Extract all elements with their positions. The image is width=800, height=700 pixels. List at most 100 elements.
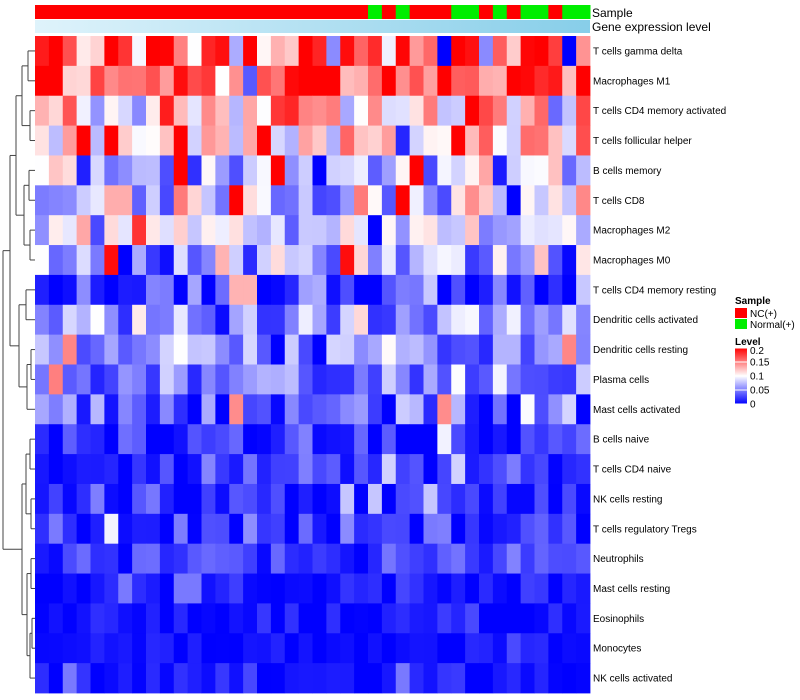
heatmap-cell bbox=[229, 65, 244, 97]
heatmap-cell bbox=[229, 424, 244, 455]
heatmap-cell bbox=[368, 155, 383, 186]
heatmap-cell bbox=[90, 483, 105, 515]
heatmap-cell bbox=[326, 603, 341, 634]
heatmap-cell bbox=[159, 125, 175, 156]
heatmap-cell bbox=[562, 573, 577, 604]
heatmap-cell bbox=[270, 633, 286, 664]
heatmap-cell bbox=[548, 334, 563, 365]
heatmap-cell bbox=[381, 603, 397, 634]
heatmap-cell bbox=[534, 543, 549, 574]
heatmap-cell bbox=[62, 364, 78, 395]
heatmap-cell bbox=[354, 513, 369, 545]
heatmap-cell bbox=[90, 185, 105, 216]
heatmap-cell bbox=[132, 424, 147, 455]
heatmap-cell bbox=[159, 633, 175, 664]
heatmap-cell bbox=[146, 215, 161, 246]
heatmap-cell bbox=[146, 454, 161, 485]
heatmap-cell bbox=[548, 633, 563, 664]
heatmap-cell bbox=[492, 513, 508, 545]
sample-annotation-cell bbox=[48, 5, 64, 19]
heatmap-cell bbox=[229, 155, 244, 186]
heatmap-cell bbox=[187, 543, 202, 574]
heatmap-cell bbox=[270, 125, 286, 156]
heatmap-cell bbox=[381, 543, 397, 574]
heatmap-cell bbox=[243, 483, 258, 515]
sample-annotation-cell bbox=[368, 5, 383, 19]
heatmap-cell bbox=[173, 633, 189, 664]
heatmap-cell bbox=[187, 603, 202, 634]
heatmap-cell bbox=[381, 274, 397, 306]
heatmap-cell bbox=[562, 185, 577, 216]
heatmap-cell bbox=[312, 36, 327, 67]
heatmap-cell bbox=[354, 573, 369, 604]
heatmap-cell bbox=[173, 364, 189, 395]
heatmap-cell bbox=[479, 304, 494, 336]
heatmap-cell bbox=[506, 334, 522, 365]
heatmap-cell bbox=[465, 633, 480, 664]
heatmap-cell bbox=[548, 513, 563, 545]
heatmap-cell bbox=[562, 633, 577, 664]
heatmap-cell bbox=[76, 454, 91, 485]
heatmap-cell bbox=[243, 543, 258, 574]
heatmap-cell bbox=[257, 603, 272, 634]
heatmap-cell bbox=[576, 663, 591, 694]
sample-annotation-cell bbox=[257, 5, 272, 19]
heatmap-cell bbox=[368, 483, 383, 515]
heatmap-cell bbox=[520, 603, 535, 634]
heatmap-cell bbox=[340, 36, 355, 67]
heatmap-cell bbox=[492, 215, 508, 246]
heatmap-cell bbox=[48, 513, 64, 545]
row-label: Macrophages M1 bbox=[593, 76, 671, 87]
heatmap-cell bbox=[298, 573, 313, 604]
heatmap-cell bbox=[395, 95, 411, 126]
heatmap-cell bbox=[104, 394, 119, 425]
heatmap-cell bbox=[326, 364, 341, 395]
heatmap-cell bbox=[451, 663, 466, 694]
heatmap-cell bbox=[465, 543, 480, 574]
heatmap-cell bbox=[243, 155, 258, 186]
heatmap-cell bbox=[562, 424, 577, 455]
heatmap-cell bbox=[132, 394, 147, 425]
sample-annotation-cell bbox=[62, 5, 78, 19]
heatmap-cell bbox=[395, 65, 411, 97]
heatmap-cell bbox=[187, 454, 202, 485]
heatmap-cell bbox=[326, 663, 341, 694]
heatmap-cell bbox=[132, 633, 147, 664]
heatmap-cell bbox=[354, 215, 369, 246]
heatmap-cell bbox=[562, 125, 577, 156]
heatmap-cell bbox=[298, 513, 313, 545]
heatmap-cell bbox=[368, 364, 383, 395]
heatmap-cell bbox=[229, 454, 244, 485]
heatmap-cell bbox=[368, 394, 383, 425]
heatmap-cell bbox=[562, 155, 577, 186]
heatmap-cell bbox=[479, 364, 494, 395]
heatmap-cell bbox=[548, 304, 563, 336]
heatmap-cell bbox=[118, 633, 133, 664]
heatmap-cell bbox=[257, 65, 272, 97]
heatmap-cell bbox=[437, 36, 452, 67]
heatmap-cell bbox=[159, 65, 175, 97]
heatmap-cell bbox=[187, 36, 202, 67]
heatmap-cell bbox=[132, 663, 147, 694]
heatmap-cell bbox=[409, 483, 424, 515]
heatmap-cell bbox=[270, 603, 286, 634]
heatmap-cell bbox=[340, 95, 355, 126]
heatmap-cell bbox=[104, 245, 119, 276]
heatmap-cell bbox=[118, 513, 133, 545]
heatmap-cell bbox=[520, 543, 535, 574]
heatmap-cell bbox=[48, 663, 64, 694]
heatmap-cell bbox=[492, 364, 508, 395]
heatmap-cell bbox=[257, 215, 272, 246]
heatmap-cell bbox=[62, 424, 78, 455]
heatmap-cell bbox=[270, 334, 286, 365]
heatmap-cell bbox=[423, 424, 438, 455]
heatmap-cell bbox=[146, 603, 161, 634]
heatmap-cell bbox=[173, 304, 189, 336]
heatmap-cell bbox=[159, 603, 175, 634]
heatmap-cell bbox=[520, 245, 535, 276]
heatmap-cell bbox=[562, 364, 577, 395]
sample-annotation-cell bbox=[284, 5, 300, 19]
heatmap-cell bbox=[451, 245, 466, 276]
heatmap-cell bbox=[118, 65, 133, 97]
heatmap-cell bbox=[506, 364, 522, 395]
